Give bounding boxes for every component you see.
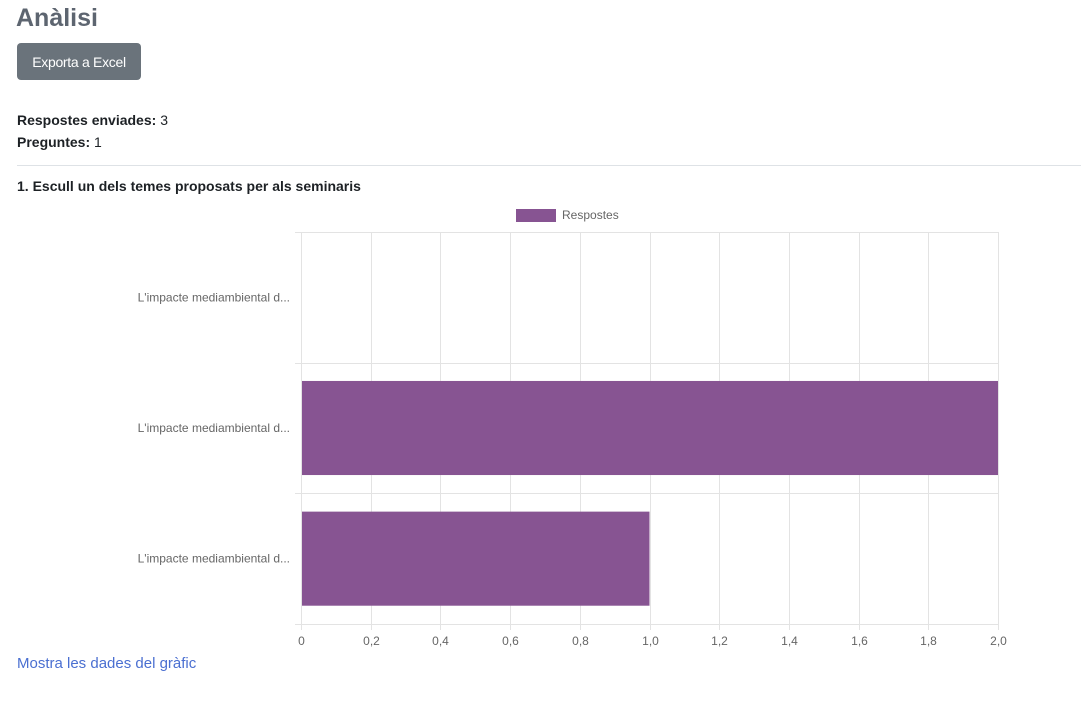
divider [17,165,1081,166]
x-tick-label: 1,2 [711,634,728,648]
page-title: Anàlisi [16,4,98,32]
x-tick-label: 1,0 [642,634,659,648]
x-tick-label: 1,8 [920,634,937,648]
x-tick-label: 0 [298,634,305,648]
legend-label: Respostes [562,208,619,222]
x-tick-label: 0,6 [502,634,519,648]
question-title: 1. Escull un dels temes proposats per al… [17,178,361,194]
x-tick-label: 0,2 [363,634,380,648]
questions-value: 1 [94,134,102,150]
x-tick-label: 1,4 [781,634,798,648]
questions-stat: Preguntes: 1 [17,134,102,150]
bar [302,380,998,476]
responses-sent-stat: Respostes enviades: 3 [17,112,168,128]
show-chart-data-link[interactable]: Mostra les dades del gràfic [17,655,197,672]
bar [302,511,650,606]
responses-sent-value: 3 [160,112,168,128]
x-tick-label: 0,4 [432,634,449,648]
category-label: L'impacte mediambiental d... [138,421,290,435]
responses-bar-chart: 0 0,2 0,4 0,6 0,8 1,0 1,2 1,4 1,6 1,8 2,0 L'impacte… [138,208,1008,648]
category-label: L'impacte mediambiental d... [138,552,290,566]
questions-label: Preguntes: [17,134,91,150]
x-tick-label: 2,0 [990,634,1007,648]
responses-sent-label: Respostes enviades: [17,112,157,128]
export-excel-button[interactable]: Exporta a Excel [17,43,141,80]
x-tick-label: 1,6 [851,634,868,648]
x-tick-label: 0,8 [572,634,589,648]
legend-swatch [516,209,556,222]
category-label: L'impacte mediambiental d... [138,290,290,304]
